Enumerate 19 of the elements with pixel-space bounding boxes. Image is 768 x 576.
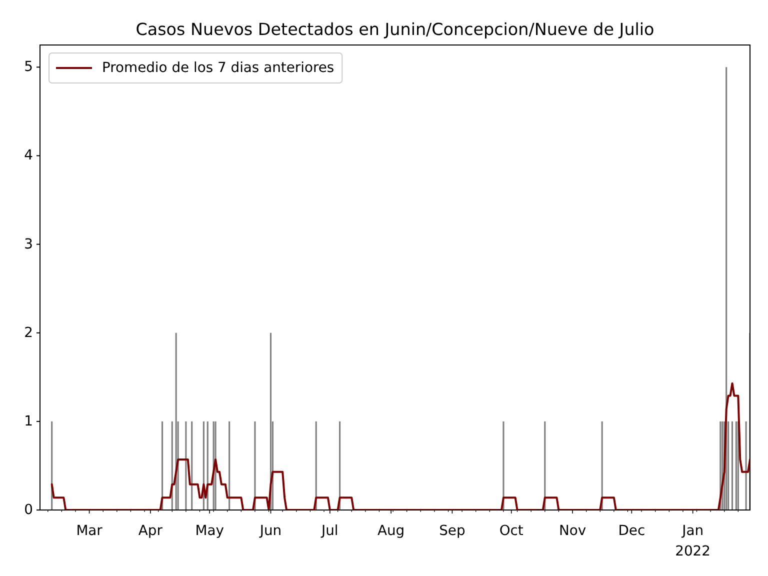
x-tick-label: Nov (558, 523, 586, 539)
x-tick-label: Sep (439, 523, 466, 539)
y-tick-label: 1 (24, 413, 33, 430)
x-tick-label: Jun (258, 523, 282, 539)
x-tick-label: Jul (320, 523, 338, 539)
y-tick-label: 2 (24, 324, 33, 341)
x-tick-label: Mar (76, 523, 103, 539)
legend-label: Promedio de los 7 dias anteriores (102, 60, 334, 76)
y-tick-label: 4 (24, 148, 34, 164)
x-tick-label: Apr (138, 523, 163, 539)
x-tick-label: Jan 2022 (675, 523, 710, 560)
x-tick-label: Aug (377, 523, 405, 539)
y-tick-label: 3 (24, 236, 33, 252)
x-tick-label: Oct (499, 523, 524, 539)
y-tick-label: 5 (24, 59, 33, 76)
x-tick-label: Dec (618, 523, 646, 539)
x-tick-label: May (195, 523, 224, 539)
chart-title: Casos Nuevos Detectados en Junin/Concepcion/Nueve de Julio (136, 19, 654, 39)
y-tick-label: 0 (24, 502, 33, 518)
